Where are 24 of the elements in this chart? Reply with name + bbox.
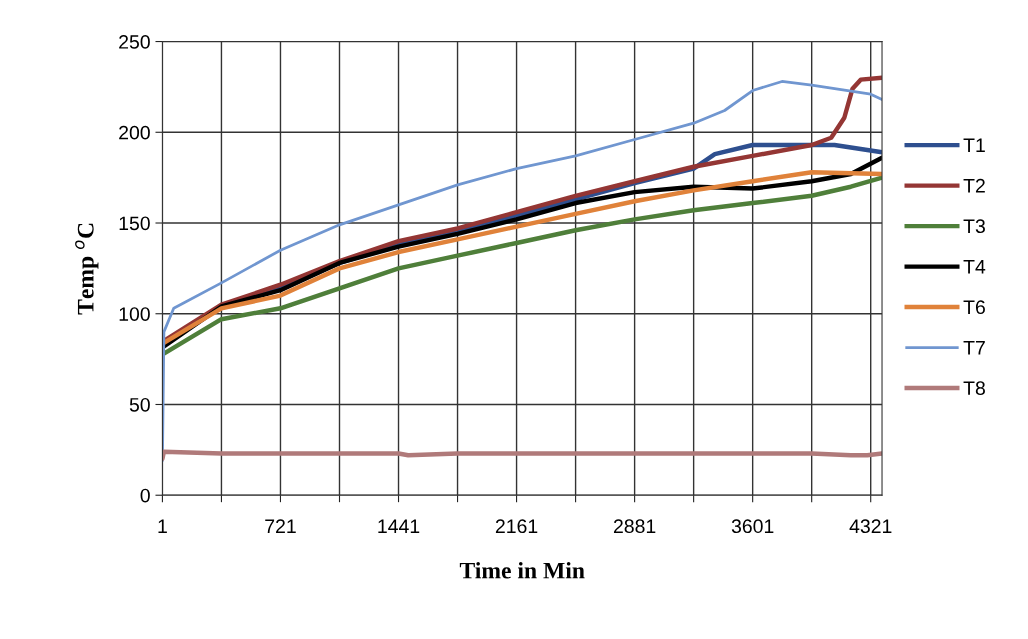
- line-series: [162, 80, 883, 463]
- x-tick-label: 2161: [495, 519, 538, 534]
- x-tick-label: 1: [158, 519, 167, 533]
- y-tick-label: 200: [119, 125, 150, 140]
- y-tick-label: 250: [119, 35, 150, 49]
- legend-label: T6: [963, 300, 985, 315]
- x-tick-label: 2881: [613, 519, 656, 534]
- legend-label: T3: [963, 219, 985, 234]
- x-tick-label: 3601: [731, 519, 774, 534]
- x-axis-title: Time in Min: [459, 561, 585, 579]
- legend-label: T8: [963, 381, 985, 396]
- y-tick-label: 50: [129, 397, 150, 412]
- y-tick-label: 150: [119, 216, 150, 231]
- line-series: [162, 449, 883, 462]
- legend-label: T1: [963, 138, 985, 152]
- legend-label: T7: [963, 341, 985, 355]
- x-tick-label: 4321: [849, 519, 892, 534]
- x-tick-label: 721: [265, 519, 296, 533]
- y-tick-label: 100: [119, 307, 150, 321]
- legend-label: T4: [963, 260, 986, 274]
- x-tick-label: 1441: [378, 519, 420, 533]
- legend-label: T2: [963, 178, 985, 193]
- y-tick-label: 0: [140, 488, 150, 503]
- y-axis-title: Temp $^{o}$C: [75, 223, 99, 315]
